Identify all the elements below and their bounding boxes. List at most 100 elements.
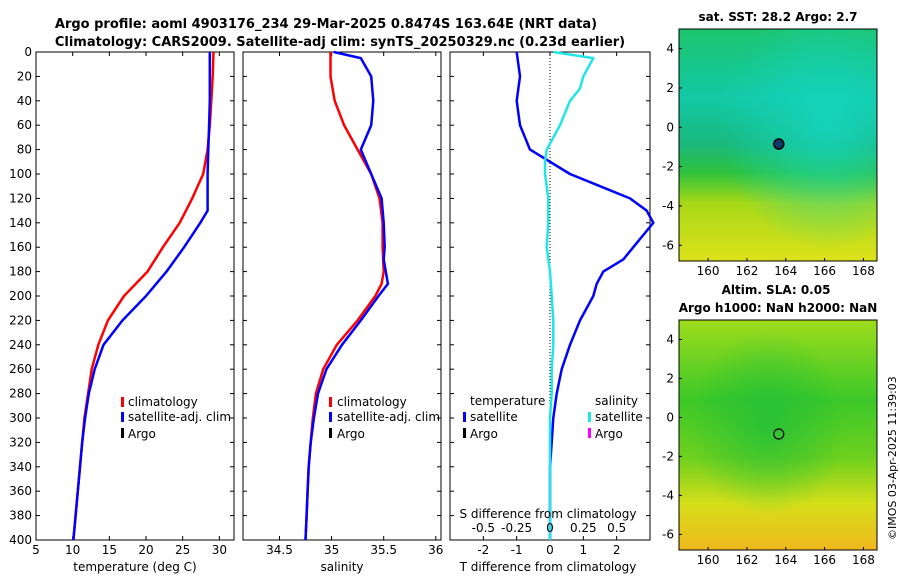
salinity-panel: 34.5 35 35.5 36 salinity climatology satell… xyxy=(242,50,443,574)
lon-tick-label: 160 xyxy=(697,264,720,278)
x-tick-label: 20 xyxy=(138,543,153,557)
line-salinity-satellite xyxy=(543,50,595,540)
depth-tick-label: 200 xyxy=(9,289,32,303)
depth-tick-label: 220 xyxy=(9,313,32,327)
lat-tick-label: 0 xyxy=(666,410,674,424)
line-satellite-adj-clim xyxy=(72,52,212,541)
legend-salinity-title: salinity xyxy=(595,394,638,408)
temperature-axes xyxy=(35,51,235,541)
legend-mark-satellite xyxy=(121,412,124,422)
line-satellite-adj-clim xyxy=(304,50,390,541)
temperature-x-ticks: 5 10 15 20 25 30 xyxy=(32,52,227,557)
x-tick-label: 1 xyxy=(580,543,588,557)
lat-tick-label: -2 xyxy=(662,449,674,463)
legend-s-satellite: satellite xyxy=(595,410,643,424)
x-tick-label: 15 xyxy=(102,543,117,557)
sla-ticks: 160 162 164 166 168 4 2 0 -2 -4 -6 xyxy=(662,332,875,567)
lat-tick-label: -6 xyxy=(662,238,674,252)
lat-tick-label: -2 xyxy=(662,160,674,174)
x-tick-label: 35 xyxy=(324,543,339,557)
legend-mark-climatology xyxy=(329,397,332,407)
lat-tick-label: 2 xyxy=(666,371,674,385)
lon-tick-label: 164 xyxy=(774,553,797,567)
legend-mark-satellite xyxy=(329,412,332,422)
temperature-profiles xyxy=(72,51,215,541)
depth-tick-label: 320 xyxy=(9,435,32,449)
difference-x-ticks: -2 -1 0 1 2 xyxy=(477,52,620,557)
legend-climatology: climatology xyxy=(128,395,198,409)
difference-y-ticks xyxy=(450,51,650,541)
x-tick-label: -2 xyxy=(477,543,489,557)
legend-mark-argo xyxy=(121,428,124,438)
sla-map-title-1: Altim. SLA: 0.05 xyxy=(722,283,831,297)
title-line-1: Argo profile: aoml 4903176_234 29-Mar-20… xyxy=(55,17,597,32)
line-temperature-satellite xyxy=(515,51,655,540)
temperature-panel: 0 20 40 60 80 100 120 140 160 180 200 220 240 260 280 3… xyxy=(9,45,235,574)
sla-axes xyxy=(678,319,878,551)
depth-tick-label: 380 xyxy=(9,509,32,523)
s-tick-label: -0.25 xyxy=(501,521,532,535)
sla-map-title-2: Argo h1000: NaN h2000: NaN xyxy=(679,301,878,315)
difference-legend: temperature satellite Argo salinity sate… xyxy=(463,394,643,441)
argo-position-marker xyxy=(773,138,785,150)
lon-tick-label: 162 xyxy=(735,264,758,278)
s-difference-label: S difference from climatology xyxy=(460,507,637,521)
lat-tick-label: 4 xyxy=(666,42,674,56)
s-difference-ticks: -0.5 -0.25 0 0.25 0.5 xyxy=(472,521,627,535)
lat-tick-label: -6 xyxy=(662,527,674,541)
legend-s-argo: Argo xyxy=(595,427,623,441)
legend-climatology: climatology xyxy=(337,395,407,409)
legend-t-satellite: satellite xyxy=(470,410,518,424)
difference-xlabel: T difference from climatology xyxy=(459,560,637,574)
lat-tick-label: 2 xyxy=(666,81,674,95)
depth-tick-label: 340 xyxy=(9,460,32,474)
sla-low xyxy=(679,320,877,550)
x-tick-label: 30 xyxy=(212,543,227,557)
lat-tick-label: -4 xyxy=(662,199,674,213)
difference-profiles xyxy=(515,50,655,540)
depth-tick-label: 60 xyxy=(17,118,32,132)
legend-mark-t-satellite xyxy=(463,412,466,422)
depth-tick-label: 40 xyxy=(17,94,32,108)
s-tick-label: 0.25 xyxy=(570,521,597,535)
x-tick-label: 0 xyxy=(546,543,554,557)
lon-tick-label: 162 xyxy=(735,553,758,567)
depth-tick-label: 160 xyxy=(9,240,32,254)
legend-argo: Argo xyxy=(337,427,365,441)
depth-tick-label: 400 xyxy=(9,533,32,547)
copyright: ©IMOS 03-Apr-2025 11:39:03 xyxy=(886,376,899,540)
title-line-2: Climatology: CARS2009. Satellite-adj cli… xyxy=(55,35,625,50)
x-tick-label: 25 xyxy=(175,543,190,557)
lon-tick-label: 166 xyxy=(813,553,836,567)
legend-satellite: satellite-adj. clim xyxy=(337,410,440,424)
depth-tick-label: 120 xyxy=(9,191,32,205)
lon-tick-label: 164 xyxy=(774,264,797,278)
x-tick-label: 34.5 xyxy=(266,543,293,557)
salinity-legend: climatology satellite-adj. clim Argo xyxy=(329,395,440,441)
sst-ticks: 160 162 164 166 168 4 2 0 -2 -4 -6 xyxy=(662,42,875,278)
sla-map-panel: Altim. SLA: 0.05 Argo h1000: NaN h2000: … xyxy=(662,283,878,567)
depth-tick-label: 20 xyxy=(17,69,32,83)
x-tick-label: 35.5 xyxy=(370,543,397,557)
s-tick-label: 0 xyxy=(546,521,554,535)
legend-temperature-title: temperature xyxy=(470,394,545,408)
legend-t-argo: Argo xyxy=(470,427,498,441)
legend-mark-argo xyxy=(329,428,332,438)
x-tick-label: 5 xyxy=(32,543,40,557)
legend-mark-s-argo xyxy=(588,428,591,438)
salinity-axes xyxy=(242,51,442,541)
x-tick-label: 10 xyxy=(65,543,80,557)
s-tick-label: -0.5 xyxy=(472,521,495,535)
x-tick-label: 2 xyxy=(613,543,621,557)
depth-tick-label: 180 xyxy=(9,265,32,279)
x-tick-label: 36 xyxy=(428,543,443,557)
lon-tick-label: 168 xyxy=(852,553,875,567)
legend-argo: Argo xyxy=(128,427,156,441)
salinity-y-ticks xyxy=(243,51,441,541)
depth-tick-label: 240 xyxy=(9,338,32,352)
legend-mark-t-argo xyxy=(463,428,466,438)
legend-mark-s-satellite xyxy=(588,412,591,422)
sst-map-title: sat. SST: 28.2 Argo: 2.7 xyxy=(698,10,857,24)
depth-tick-label: 260 xyxy=(9,362,32,376)
